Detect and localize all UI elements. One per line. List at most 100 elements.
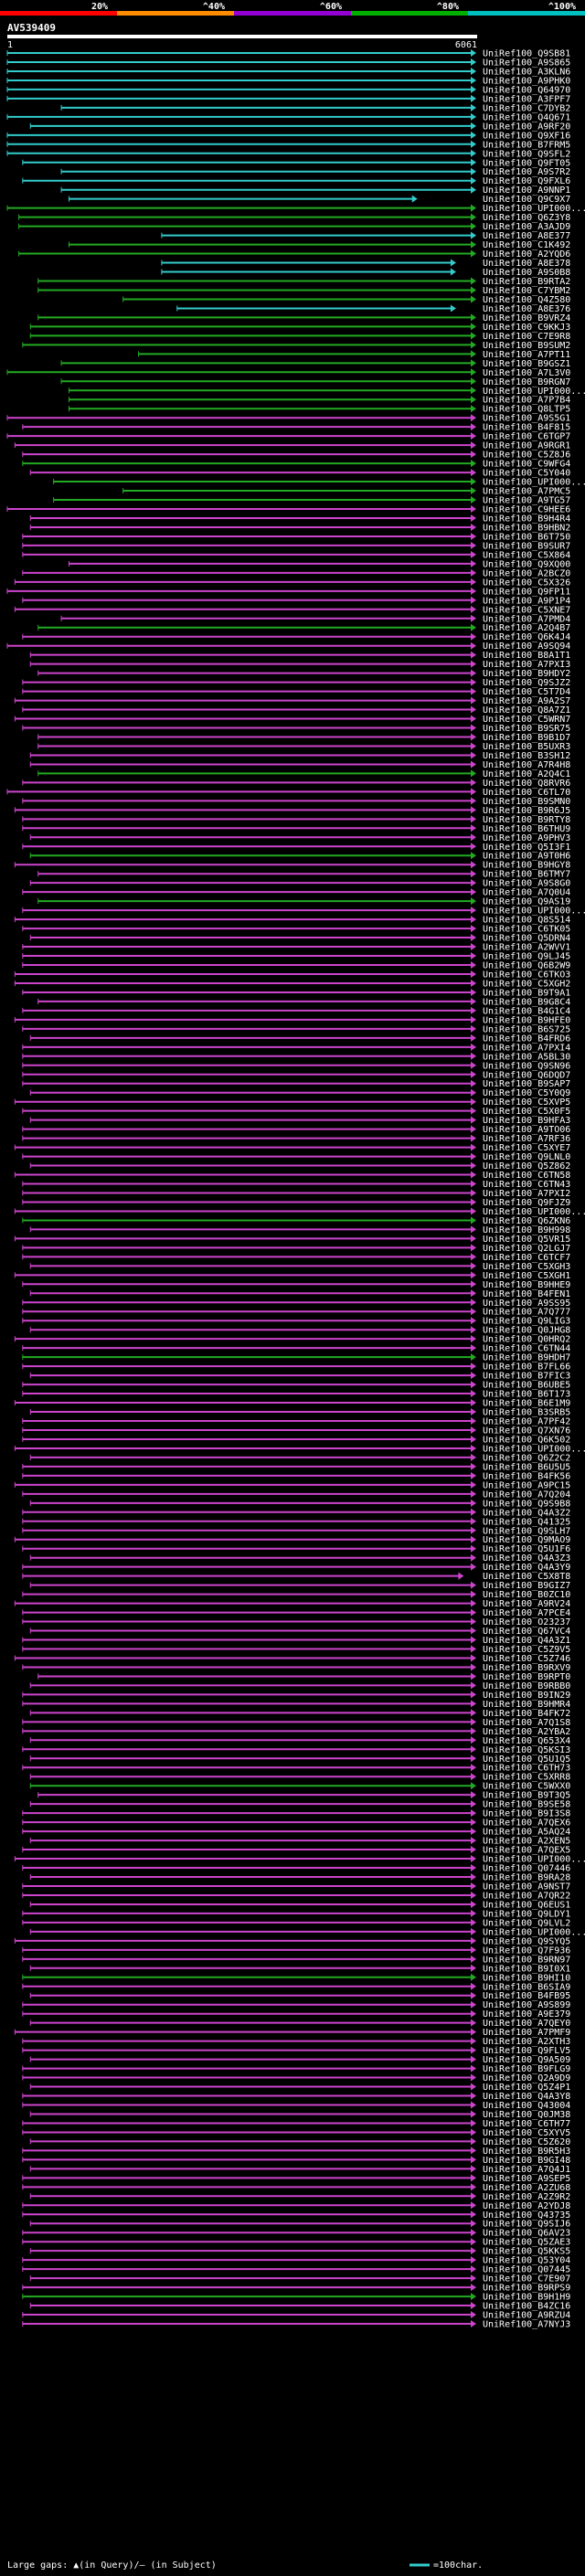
hit-row[interactable]: UniRef100_Q6Z2C2	[29, 1453, 570, 1463]
hit-label[interactable]: UniRef100_C5WXX0	[483, 1782, 570, 1792]
hit-row[interactable]: UniRef100_Q0HRQ2	[14, 1335, 570, 1345]
hit-row[interactable]: UniRef100_A9A2S7	[14, 696, 570, 706]
hit-label[interactable]: UniRef100_C6TN43	[483, 1180, 570, 1190]
hit-label[interactable]: UniRef100_A9PC15	[483, 1480, 570, 1490]
hit-row[interactable]: UniRef100_Q9SLH7	[22, 1526, 571, 1536]
hit-label[interactable]: UniRef100_Q0HRQ2	[483, 1335, 570, 1345]
hit-label[interactable]: UniRef100_B9I0X1	[483, 1964, 570, 1974]
hit-row[interactable]: UniRef100_B4FK56	[22, 1471, 571, 1481]
hit-row[interactable]: UniRef100_A2YBA2	[22, 1727, 571, 1737]
hit-row[interactable]: UniRef100_B9H1H9	[22, 2293, 571, 2303]
hit-label[interactable]: UniRef100_Q9MAO9	[483, 1535, 570, 1545]
hit-label[interactable]: UniRef100_Q9S9B8	[483, 1499, 570, 1509]
hit-label[interactable]: UniRef100_B9HFE0	[483, 1015, 570, 1025]
hit-label[interactable]: UniRef100_B9H4R4	[483, 514, 570, 524]
hit-row[interactable]: UniRef100_Q5VR15	[14, 1235, 570, 1245]
hit-label[interactable]: UniRef100_A9TG57	[483, 496, 570, 506]
hit-row[interactable]: UniRef100_A2Q4B7	[37, 623, 571, 633]
hit-label[interactable]: UniRef100_A9SQ94	[483, 641, 570, 652]
hit-label[interactable]: UniRef100_B9T3Q5	[483, 1791, 570, 1801]
hit-label[interactable]: UniRef100_Q653X4	[483, 1736, 570, 1746]
hit-row[interactable]: UniRef100_UPI000...	[22, 906, 585, 917]
hit-row[interactable]: UniRef100_A9NNP1	[60, 186, 570, 196]
hit-row[interactable]: UniRef100_Q6AV23	[22, 2229, 571, 2239]
hit-label[interactable]: UniRef100_B5UXR3	[483, 742, 570, 752]
hit-row[interactable]: UniRef100_B9RGN7	[60, 377, 570, 387]
hit-label[interactable]: UniRef100_Q6AV23	[483, 2229, 570, 2239]
hit-label[interactable]: UniRef100_Q2LGJ7	[483, 1244, 570, 1254]
hit-row[interactable]: UniRef100_Q9S9B8	[29, 1499, 570, 1509]
hit-label[interactable]: UniRef100_A9S5G1	[483, 414, 570, 424]
hit-label[interactable]: UniRef100_A7PXI2	[483, 1189, 570, 1199]
hit-row[interactable]: UniRef100_C9WFG4	[22, 460, 571, 470]
hit-label[interactable]: UniRef100_B9SMN0	[483, 797, 570, 807]
hit-row[interactable]: UniRef100_B9HBN2	[29, 523, 570, 533]
hit-row[interactable]: UniRef100_B9SE58	[29, 1800, 570, 1810]
hit-row[interactable]: UniRef100_A9S5G1	[6, 414, 570, 424]
hit-label[interactable]: UniRef100_Q9C9X7	[483, 195, 570, 205]
hit-label[interactable]: UniRef100_A2Z9R2	[483, 2192, 570, 2202]
hit-label[interactable]: UniRef100_Q8A7Z1	[483, 705, 570, 716]
hit-label[interactable]: UniRef100_B6THU9	[483, 824, 570, 834]
hit-label[interactable]: UniRef100_C9WFG4	[483, 460, 570, 470]
hit-label[interactable]: UniRef100_C5XNE7	[483, 605, 570, 615]
hit-row[interactable]: UniRef100_A3KLN6	[6, 67, 570, 77]
hit-label[interactable]: UniRef100_A7PF42	[483, 1417, 570, 1427]
hit-row[interactable]: UniRef100_C5XYV5	[22, 2128, 571, 2138]
hit-row[interactable]: UniRef100_C7E9R8	[29, 332, 570, 342]
hit-label[interactable]: UniRef100_B9RPS9	[483, 2284, 570, 2294]
hit-row[interactable]: UniRef100_Q5U1Q5	[29, 1754, 570, 1765]
hit-row[interactable]: UniRef100_A8E376	[176, 304, 571, 314]
hit-row[interactable]: UniRef100_A9NST7	[22, 1882, 571, 1892]
hit-label[interactable]: UniRef100_A7L3V0	[483, 368, 570, 378]
hit-label[interactable]: UniRef100_B4F815	[483, 423, 570, 433]
hit-row[interactable]: UniRef100_C5X326	[14, 578, 570, 588]
hit-row[interactable]: UniRef100_Q9LIG3	[22, 1317, 571, 1327]
hit-row[interactable]: UniRef100_C7YBM2	[37, 286, 571, 296]
hit-row[interactable]: UniRef100_A9RZU4	[22, 2311, 571, 2321]
hit-label[interactable]: UniRef100_B9HFA3	[483, 1116, 570, 1126]
hit-label[interactable]: UniRef100_Q67VC4	[483, 1627, 570, 1637]
hit-label[interactable]: UniRef100_Q9SFL2	[483, 149, 570, 159]
hit-label[interactable]: UniRef100_UPI000...	[483, 906, 585, 917]
hit-row[interactable]: UniRef100_B9B1D7	[37, 733, 571, 743]
hit-row[interactable]: UniRef100_C9KKJ3	[29, 323, 570, 333]
hit-label[interactable]: UniRef100_B9RTY8	[483, 815, 570, 825]
hit-row[interactable]: UniRef100_C5Z746	[14, 1654, 570, 1664]
hit-label[interactable]: UniRef100_Q07446	[483, 1864, 570, 1874]
hit-row[interactable]: UniRef100_B9H4R4	[29, 514, 570, 524]
hit-label[interactable]: UniRef100_A9RZU4	[483, 2311, 570, 2321]
hit-row[interactable]: UniRef100_B9GI48	[22, 2156, 571, 2166]
hit-label[interactable]: UniRef100_B4FRD6	[483, 1034, 570, 1044]
hit-row[interactable]: UniRef100_B9HMR4	[22, 1700, 571, 1710]
hit-label[interactable]: UniRef100_B9HDY2	[483, 669, 570, 679]
hit-label[interactable]: UniRef100_B3SH12	[483, 751, 570, 761]
hit-row[interactable]: UniRef100_Q9FP11	[6, 587, 570, 597]
hit-label[interactable]: UniRef100_Q07445	[483, 2265, 570, 2275]
hit-label[interactable]: UniRef100_Q9SIJ6	[483, 2220, 570, 2230]
hit-row[interactable]: UniRef100_A7PXI3	[29, 660, 570, 670]
hit-row[interactable]: UniRef100_C6TKO3	[14, 970, 570, 980]
hit-row[interactable]: UniRef100_Q07445	[22, 2265, 571, 2275]
hit-label[interactable]: UniRef100_Q9FLV5	[483, 2046, 570, 2056]
hit-label[interactable]: UniRef100_B9RPT0	[483, 1672, 570, 1682]
hit-label[interactable]: UniRef100_Q6DQD7	[483, 1070, 570, 1080]
hit-row[interactable]: UniRef100_Q4A3Y9	[22, 1563, 571, 1573]
hit-label[interactable]: UniRef100_A7QEX5	[483, 1846, 570, 1856]
hit-label[interactable]: UniRef100_B9T9A1	[483, 988, 570, 998]
hit-label[interactable]: UniRef100_B9HI10	[483, 1973, 570, 1983]
hit-row[interactable]: UniRef100_A7P7B4	[69, 396, 571, 406]
hit-label[interactable]: UniRef100_C5XYE7	[483, 1143, 570, 1153]
hit-row[interactable]: UniRef100_B9HDH7	[22, 1353, 571, 1363]
hit-row[interactable]: UniRef100_C6TH77	[22, 2119, 571, 2129]
hit-row[interactable]: UniRef100_A3FPF7	[6, 94, 570, 104]
hit-label[interactable]: UniRef100_Q43735	[483, 2210, 570, 2221]
hit-row[interactable]: UniRef100_UPI000...	[14, 1855, 585, 1865]
hit-row[interactable]: UniRef100_C6TK05	[22, 925, 571, 935]
hit-label[interactable]: UniRef100_B6T750	[483, 532, 570, 542]
hit-row[interactable]: UniRef100_A9S0B8	[161, 268, 570, 278]
hit-label[interactable]: UniRef100_Q6Z2C2	[483, 1453, 570, 1463]
hit-label[interactable]: UniRef100_B9HMR4	[483, 1700, 570, 1710]
hit-row[interactable]: UniRef100_Q4A3Z2	[22, 1508, 571, 1518]
hit-label[interactable]: UniRef100_C5XYV5	[483, 2128, 570, 2138]
